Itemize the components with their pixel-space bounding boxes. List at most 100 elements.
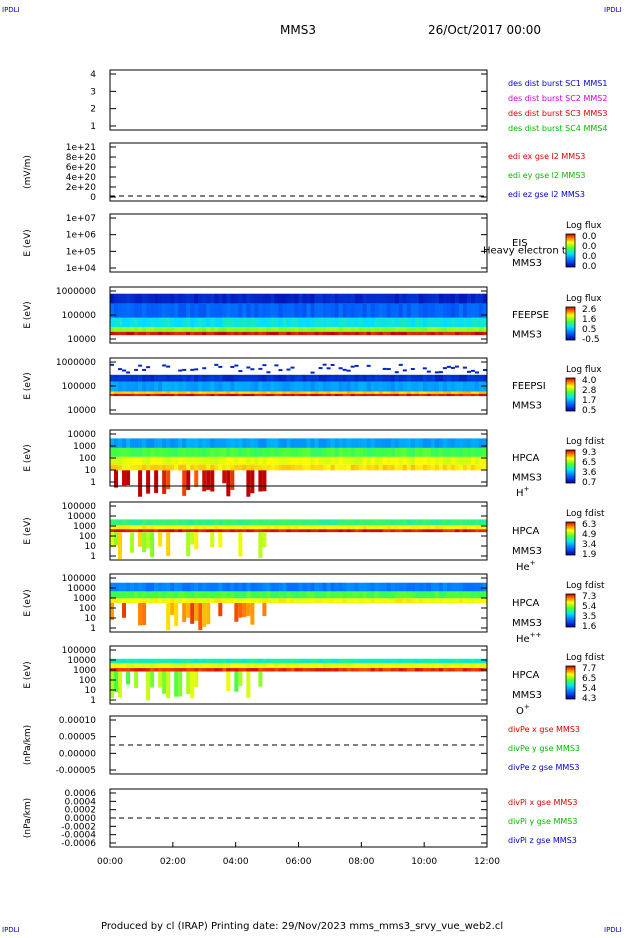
spectrogram-cell (194, 668, 199, 672)
spectrogram-cell (174, 331, 179, 336)
spectrogram-cell (126, 438, 131, 448)
spectrogram-cell (286, 331, 291, 336)
y-tick-label: 10000 (67, 335, 96, 345)
spectrogram-cell (398, 374, 404, 382)
spectrogram-cell (314, 529, 319, 533)
spectrogram-cell (422, 464, 428, 471)
spectrogram-cell (422, 598, 428, 603)
spectrogram-cell (126, 591, 131, 599)
spectrogram-cell (246, 366, 251, 369)
spectrogram-cell (162, 470, 167, 494)
spectrogram-cell (266, 391, 271, 394)
spectrogram-cell (174, 591, 179, 599)
spectrogram-cell (422, 456, 428, 465)
spectrogram-cell (294, 529, 299, 533)
spectrogram-cell (378, 391, 384, 394)
spectrogram-cell (114, 303, 119, 318)
spectrogram-cell (366, 303, 371, 318)
spectrogram-cell (146, 317, 151, 328)
spectrogram-cell (298, 447, 303, 457)
spectrogram-cell (274, 381, 279, 392)
colorbar-tick: 7.7 (582, 664, 596, 674)
spectrogram-cell (162, 438, 167, 448)
spectrogram-cell (150, 582, 155, 592)
spectrogram-cell (118, 327, 123, 332)
spectrogram-cell (462, 331, 468, 336)
spectrogram-cell (278, 317, 283, 328)
spectrogram-cell (234, 582, 239, 592)
colorbar-tick: 2.8 (582, 386, 597, 396)
spectrogram-cell (450, 303, 456, 318)
spectrogram-cell (270, 317, 275, 328)
spectrogram-cell (218, 374, 223, 382)
spectrogram-cell (418, 327, 424, 332)
spectrogram-cell (382, 393, 388, 397)
colorbar-tick: 0.0 (582, 242, 597, 252)
spacecraft-label: MMS3 (512, 400, 542, 411)
spectrogram-cell (462, 447, 468, 457)
x-tick-label: 08:00 (348, 857, 374, 867)
spectrogram-cell (258, 532, 263, 559)
spectrogram-cell (322, 663, 327, 669)
colorbar (565, 665, 576, 700)
spectrogram-cell (286, 368, 291, 371)
spectrogram-cell (398, 464, 404, 471)
spectrogram-cell (390, 303, 396, 318)
legend-entry: edi ex gse l2 MMS3 (508, 152, 585, 161)
spectrogram-cell (202, 438, 207, 448)
spectrogram-cell (154, 470, 159, 493)
spectrogram-cell (450, 591, 456, 599)
spectrogram-cell (170, 303, 175, 318)
spectrogram-cell (178, 317, 183, 328)
spectrogram-cell (298, 464, 303, 471)
spectrogram-cell (254, 381, 259, 392)
y-tick-label: -0.0002 (61, 822, 96, 832)
spectrogram-cell (186, 671, 191, 694)
spectrogram-cell (402, 303, 408, 318)
spectrogram-cell (282, 464, 287, 471)
spectrogram-cell (390, 331, 396, 336)
spectrogram-cell (286, 582, 291, 592)
y-axis-label: (mV/m) (23, 155, 33, 189)
spectrogram-cell (442, 447, 448, 457)
spectrogram-cell (350, 317, 355, 328)
spectrogram-cell (238, 293, 243, 304)
spectrogram-cell (482, 598, 488, 603)
spectrogram-cell (318, 519, 323, 526)
spectrogram-cell (158, 391, 163, 394)
spectrogram-cell (462, 591, 468, 599)
legend-entry: divPe z gse MMS3 (508, 763, 579, 772)
panel-frame (109, 213, 488, 273)
spectrogram-cell (182, 603, 187, 622)
spectrogram-cell (226, 668, 231, 672)
spectrogram-cell (474, 525, 480, 530)
spectrogram-cell (354, 447, 359, 457)
spectrogram-cell (226, 663, 231, 669)
spectrogram-cell (122, 374, 127, 382)
spectrogram-cell (278, 668, 283, 672)
spectrogram-cell (446, 519, 452, 526)
spacecraft-label: MMS3 (512, 258, 542, 269)
colorbar-tick: 0.5 (582, 325, 596, 335)
spectrogram-cell (242, 464, 247, 471)
spectrogram-cell (334, 303, 339, 318)
spectrogram-cell (138, 519, 143, 526)
spectrogram-cell (146, 331, 151, 336)
spectrogram-cell (474, 447, 480, 457)
spectrogram-cell (174, 317, 179, 328)
spectrogram-cell (434, 317, 440, 328)
spectrogram-cell (238, 529, 243, 533)
spectrogram-cell (254, 658, 259, 664)
spectrogram-cell (190, 331, 195, 336)
spectrogram-cell (306, 393, 311, 397)
spectrogram-cell (202, 582, 207, 592)
y-tick-label: -0.0004 (61, 831, 96, 841)
spectrogram-cell (398, 598, 404, 603)
spectrogram-cell (110, 363, 115, 366)
spectrogram-cell (186, 393, 191, 397)
spectrogram-cell (478, 331, 484, 336)
spectrogram-cell (186, 456, 191, 465)
spectrogram-cell (170, 331, 175, 336)
spectrogram-cell (438, 519, 444, 526)
spectrogram-cell (282, 456, 287, 465)
